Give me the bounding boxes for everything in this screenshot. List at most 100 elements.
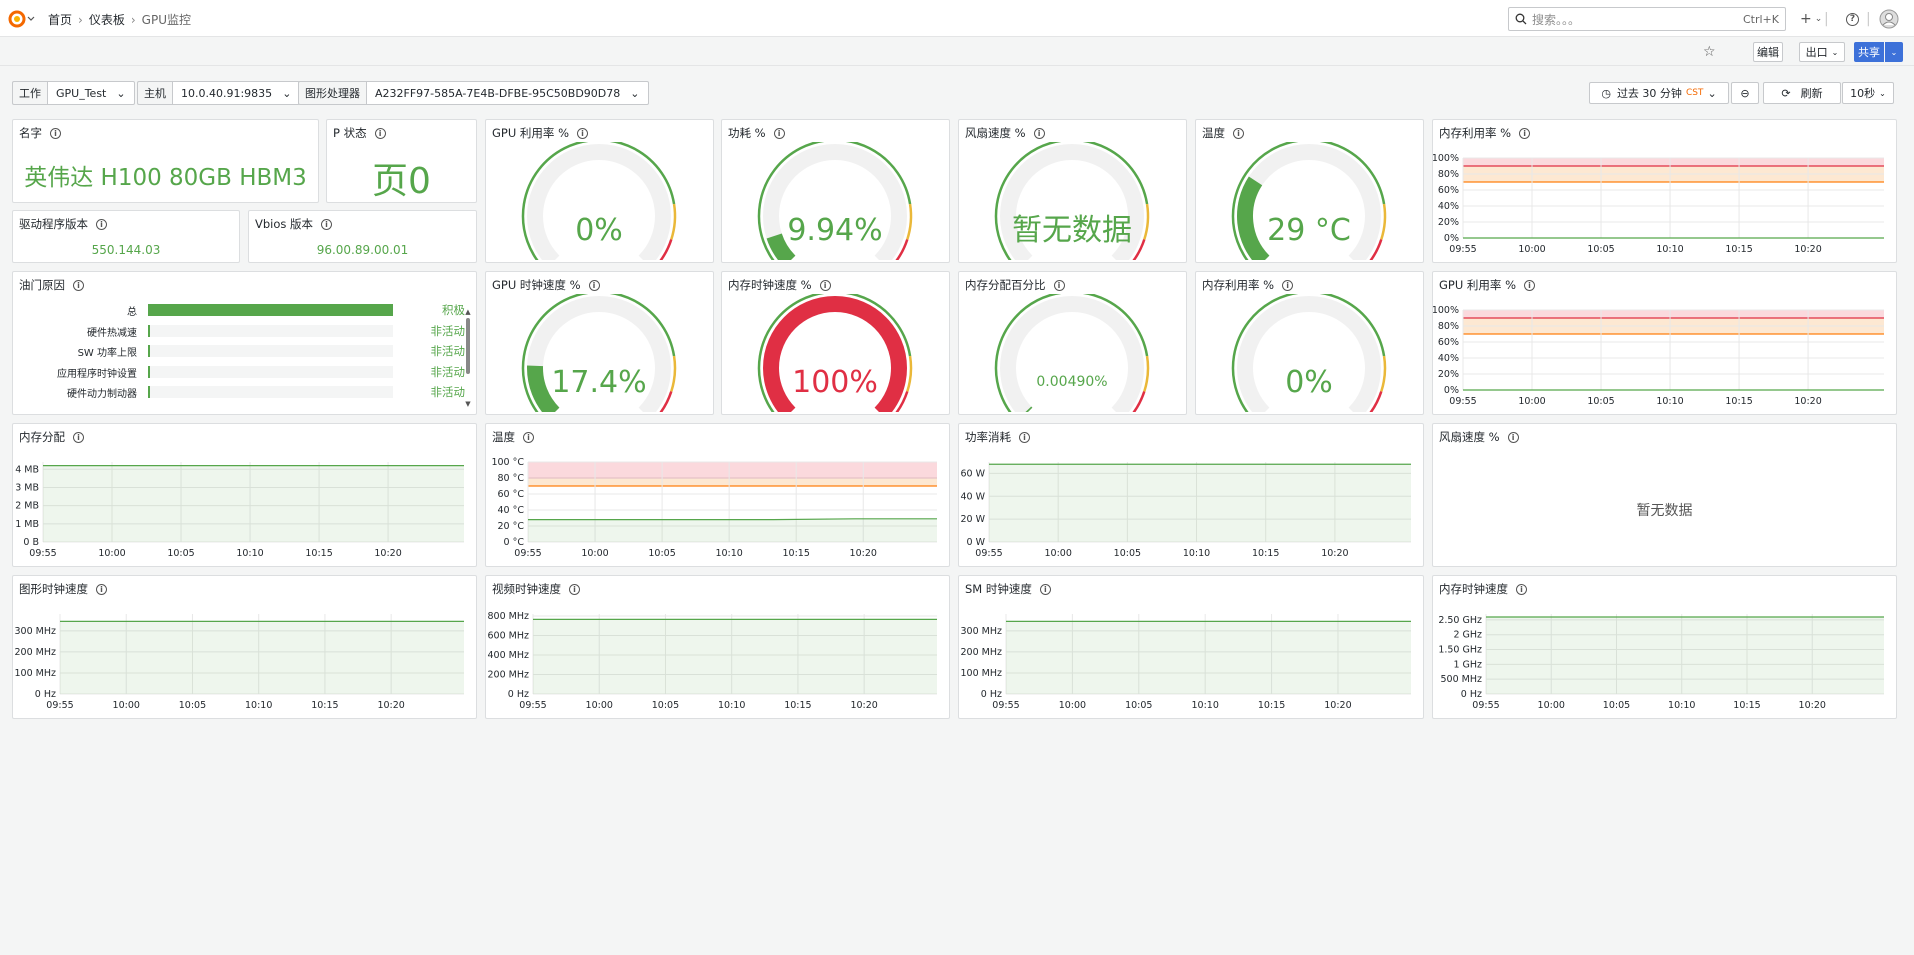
info-icon[interactable]: i	[1524, 279, 1536, 291]
refresh-interval-picker[interactable]: 10秒 ⌄	[1842, 82, 1894, 104]
x-tick-label: 10:00	[1538, 700, 1565, 711]
throttle-fill	[148, 345, 150, 357]
y-tick-label: 300 MHz	[15, 626, 56, 637]
gauge-track	[527, 144, 671, 260]
scrollbar[interactable]: ▲ ▼	[465, 308, 471, 408]
x-tick-label: 09:55	[46, 700, 73, 711]
threshold-green	[994, 294, 1149, 412]
panel-title: 风扇速度 %	[965, 126, 1026, 140]
info-icon[interactable]: i	[1053, 279, 1065, 291]
x-tick-label: 10:05	[1587, 244, 1614, 255]
x-tick-label: 10:10	[1656, 396, 1683, 407]
panel-title: 风扇速度 %	[1439, 430, 1500, 444]
threshold-green	[1231, 142, 1386, 260]
y-tick-label: 80%	[1438, 169, 1459, 180]
info-icon[interactable]: i	[73, 279, 84, 291]
share-dropdown-icon[interactable]: ⌄	[1885, 42, 1903, 62]
info-icon[interactable]: i	[96, 583, 107, 595]
variable-host[interactable]: 主机 10.0.40.91:9835 ⌄	[137, 81, 301, 105]
info-icon[interactable]: i	[588, 279, 600, 291]
x-tick-label: 10:15	[783, 548, 810, 559]
y-tick-label: 100 °C	[491, 457, 524, 468]
x-tick-label: 10:00	[98, 548, 125, 559]
info-icon[interactable]: i	[1233, 127, 1244, 139]
share-button[interactable]: 共享	[1854, 42, 1884, 62]
panel-driver: 驱动程序版本 i 550.144.03	[12, 210, 240, 263]
export-label: 出口	[1805, 46, 1828, 59]
info-icon[interactable]: i	[374, 127, 386, 139]
y-tick-label: 2 GHz	[1453, 630, 1482, 641]
y-tick-label: 1 GHz	[1453, 659, 1482, 670]
avatar[interactable]	[1879, 7, 1899, 31]
variable-host-label: 主机	[137, 81, 172, 105]
info-icon[interactable]: i	[50, 127, 61, 139]
chevron-down-icon: ⌄	[116, 86, 126, 100]
info-icon[interactable]: i	[321, 218, 333, 230]
breadcrumb-home[interactable]: 首页	[48, 13, 73, 27]
gauge-fill	[527, 365, 560, 412]
info-icon[interactable]: i	[1039, 583, 1051, 595]
info-icon[interactable]: i	[1019, 431, 1030, 443]
info-icon[interactable]: i	[1282, 279, 1294, 291]
y-tick-label: 1 MB	[15, 519, 39, 530]
gauge-chart: 0%	[521, 142, 677, 260]
panel-title: 温度	[1202, 126, 1225, 140]
panel-title: 图形时钟速度	[19, 582, 88, 596]
throttle-name: 硬件热减速	[87, 327, 137, 339]
variable-job[interactable]: 工作 GPU_Test ⌄	[12, 81, 135, 105]
chevron-down-icon: ⌄	[630, 86, 640, 100]
info-icon[interactable]: i	[1507, 431, 1519, 443]
export-button[interactable]: 出口 ⌄	[1799, 42, 1845, 62]
info-icon[interactable]: i	[577, 127, 589, 139]
zoom-out-icon[interactable]: ⊖	[1731, 82, 1759, 104]
threshold-red	[1132, 239, 1146, 260]
panel-title: 功耗 %	[728, 126, 766, 140]
search-input[interactable]: 搜索。。。 Ctrl+K	[1508, 7, 1786, 31]
info-icon[interactable]: i	[523, 431, 534, 443]
search-shortcut: Ctrl+K	[1742, 12, 1779, 26]
star-icon[interactable]: ☆	[1703, 44, 1716, 60]
gauge-value: 100%	[792, 365, 878, 400]
x-tick-label: 10:00	[1044, 548, 1071, 559]
series-area	[989, 464, 1411, 542]
throttle-fill	[148, 324, 150, 337]
edit-button[interactable]: 编辑	[1753, 42, 1783, 62]
add-menu-button[interactable]: + ⌄	[1800, 11, 1823, 27]
y-tick-label: 300 MHz	[961, 626, 1002, 637]
panel-name: 名字 i 英伟达 H100 80GB HBM3	[12, 119, 319, 203]
throttle-fill	[148, 304, 393, 316]
panel-title: 名字	[19, 126, 42, 140]
panel-mem-alloc-pct: 内存分配百分比 i 0.00490%	[958, 271, 1187, 415]
series-area	[1486, 616, 1884, 694]
series-area	[528, 518, 937, 542]
panel-title: GPU 利用率 %	[1439, 278, 1517, 292]
info-icon[interactable]: i	[819, 279, 831, 291]
info-icon[interactable]: i	[96, 218, 107, 230]
time-range-picker[interactable]: ◷ 过去 30 分钟 CST ⌄	[1589, 82, 1729, 104]
search-icon	[1515, 13, 1527, 25]
info-icon[interactable]: i	[569, 583, 580, 595]
help-icon[interactable]: ?	[1846, 7, 1859, 31]
x-tick-label: 10:00	[581, 548, 608, 559]
chevron-down-icon: ⌄	[1707, 86, 1717, 100]
gauge-track	[1000, 144, 1144, 260]
search-placeholder: 搜索。。。	[1532, 12, 1581, 27]
threshold-yellow	[906, 203, 913, 240]
x-tick-label: 10:00	[113, 700, 140, 711]
info-icon[interactable]: i	[1516, 583, 1527, 595]
info-icon[interactable]: i	[1033, 127, 1045, 139]
y-tick-label: 80 °C	[498, 473, 525, 484]
variable-gpu[interactable]: 图形处理器 A232FF97-585A-7E4B-DFBE-95C50BD90D…	[298, 81, 649, 105]
info-icon[interactable]: i	[773, 127, 785, 139]
gauge-chart: 暂无数据	[994, 142, 1150, 260]
info-icon[interactable]: i	[1519, 127, 1531, 139]
gauge-value: 29 °C	[1267, 213, 1351, 248]
info-icon[interactable]: i	[73, 431, 84, 443]
refresh-button[interactable]: ⟳ 刷新	[1763, 82, 1841, 104]
gauge-value: 9.94%	[787, 213, 882, 248]
chevron-right-icon: ›	[78, 12, 83, 27]
breadcrumb-dashboards[interactable]: 仪表板	[88, 13, 125, 27]
x-tick-label: 10:20	[1794, 396, 1821, 407]
y-tick-label: 60 °C	[498, 489, 525, 500]
grafana-logo-icon[interactable]	[6, 7, 36, 31]
